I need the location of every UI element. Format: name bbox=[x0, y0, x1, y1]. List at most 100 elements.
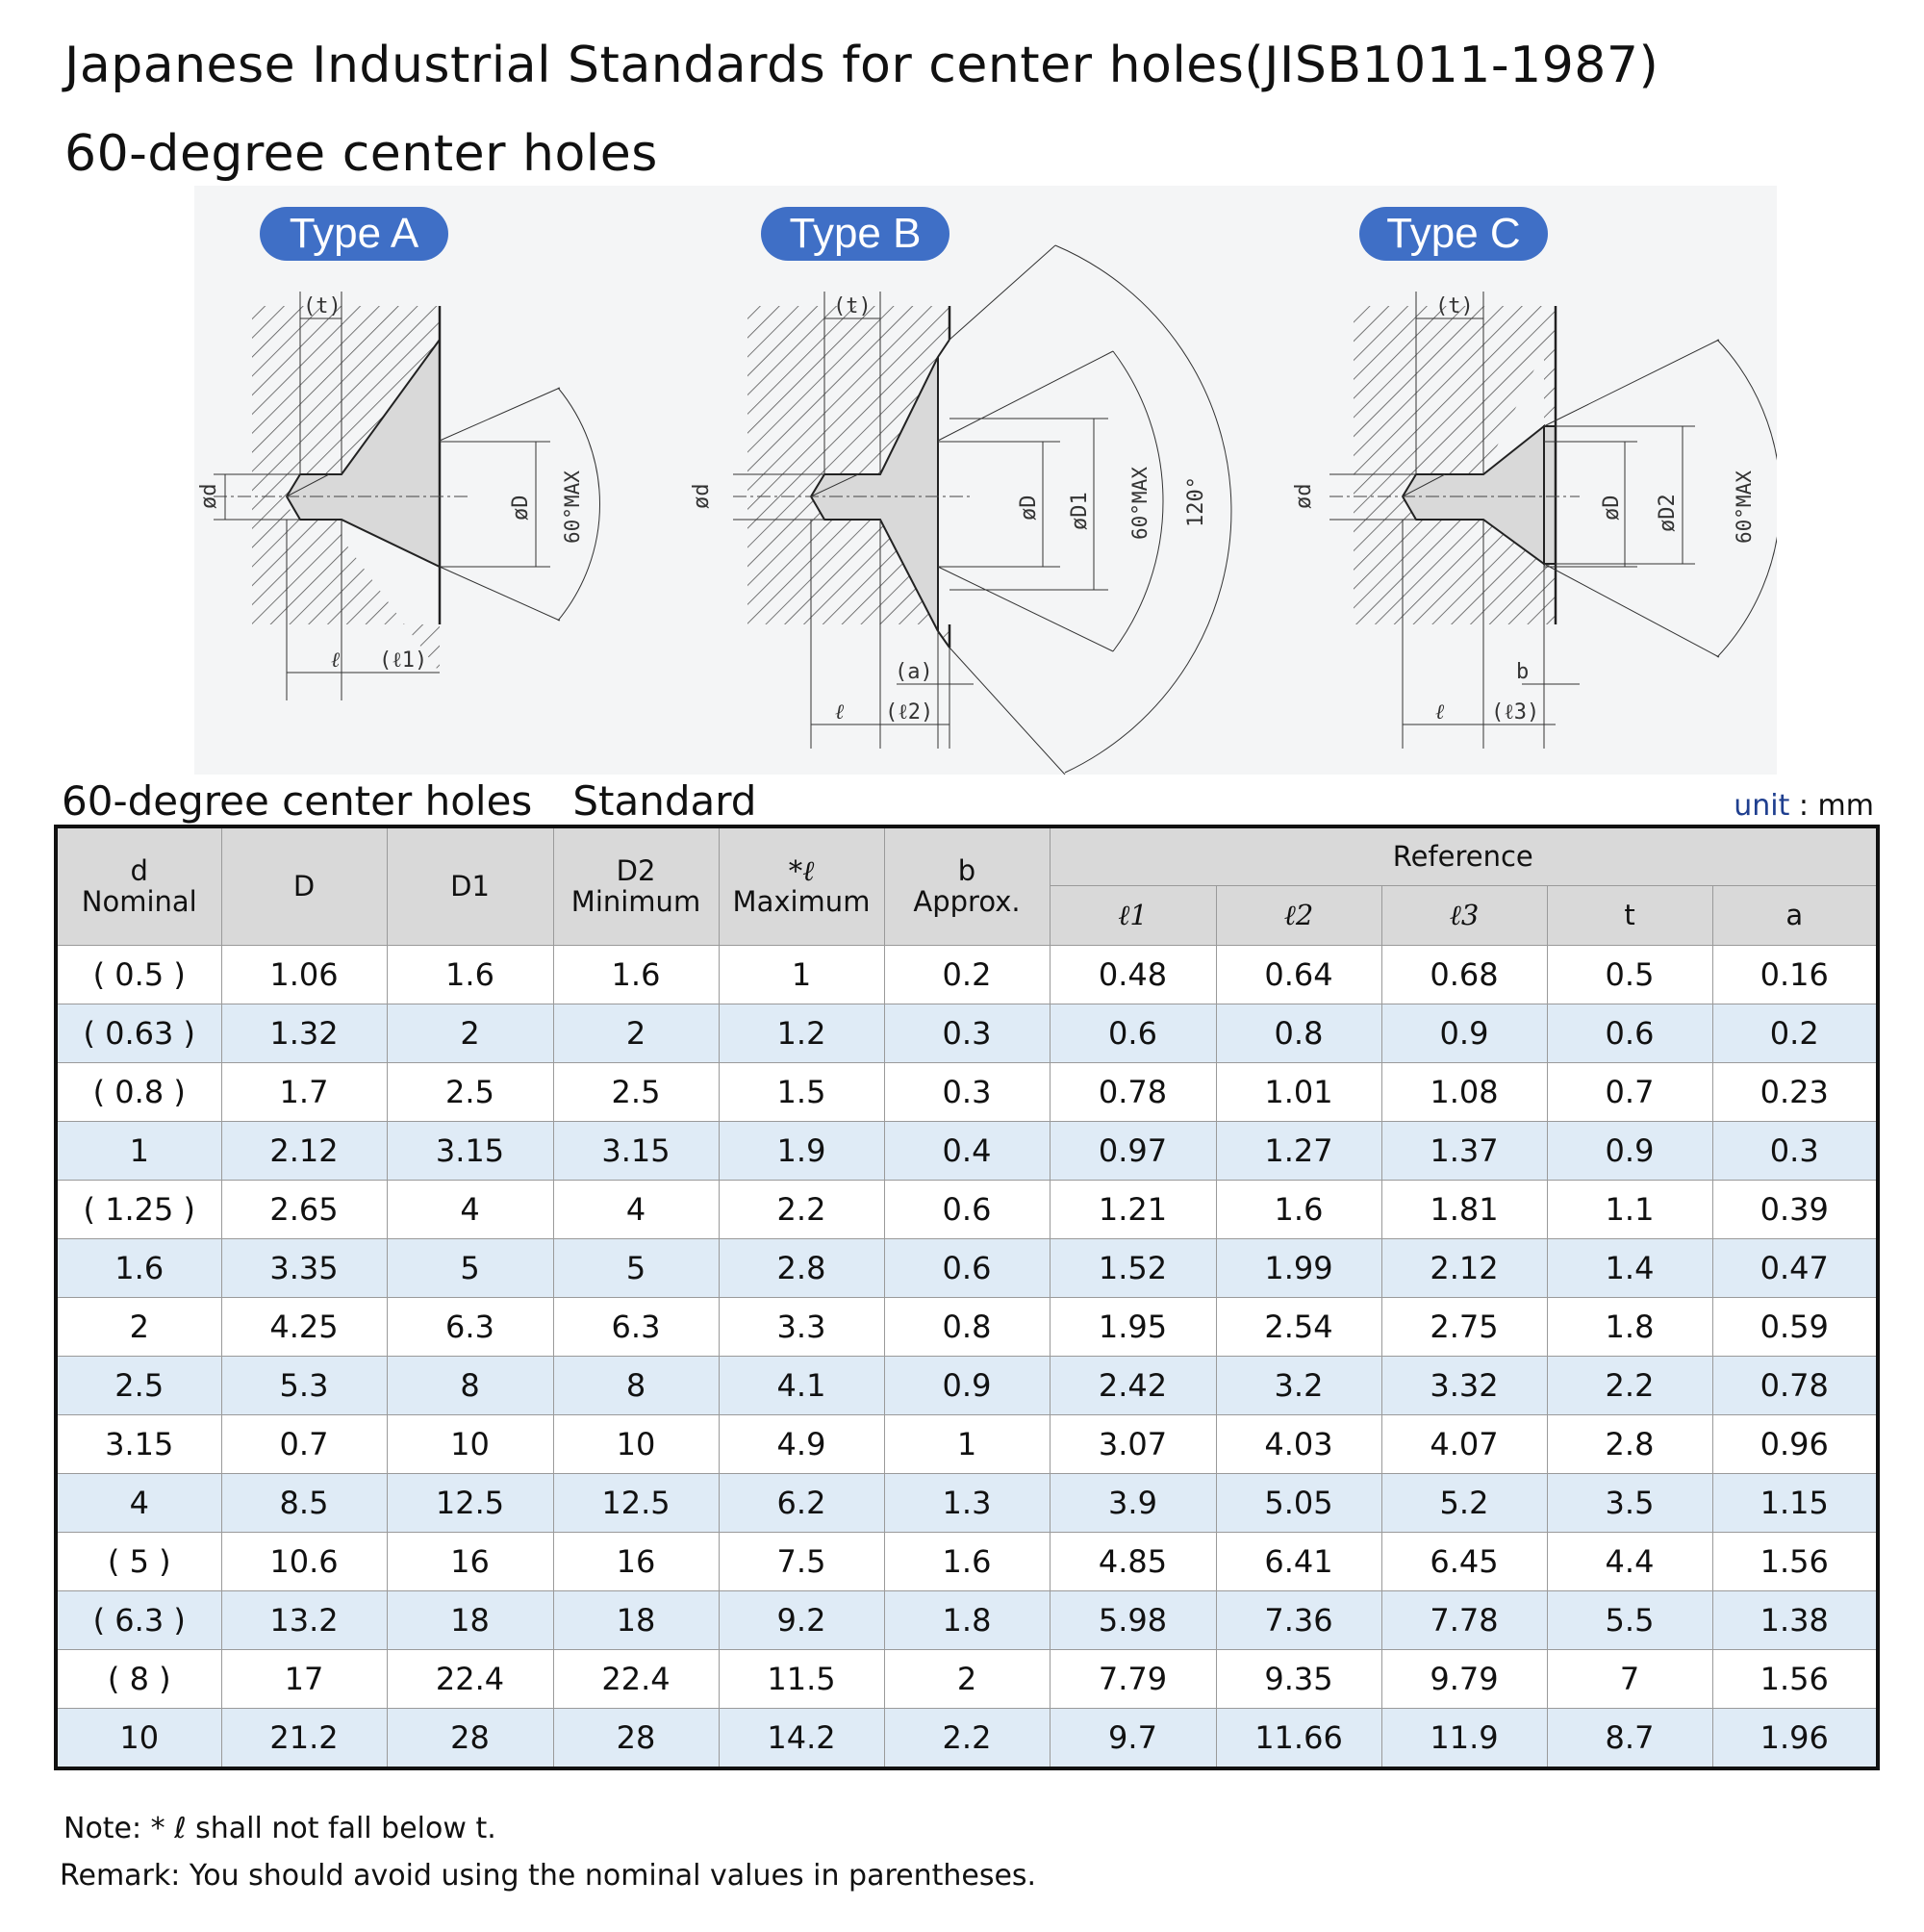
type-a-60deg-label: 60°MAX bbox=[561, 470, 584, 544]
type-a-d-label: ød bbox=[197, 484, 221, 510]
type-b-badge: Type B bbox=[761, 207, 949, 261]
table-title: 60-degree center holes Standard bbox=[62, 777, 797, 825]
table-title-left: 60-degree center holes bbox=[62, 777, 533, 825]
table-row: 1 2.12 3.15 3.15 1.9 0.4 0.97 1.27 1.37 0.9 0.3 bbox=[55, 1120, 1879, 1181]
table-cell: 0.9 bbox=[1546, 1120, 1713, 1181]
table-cell: 3.5 bbox=[1546, 1472, 1713, 1533]
table-cell: 2.2 bbox=[718, 1179, 885, 1239]
table-cell: 0.9 bbox=[1380, 1003, 1548, 1063]
table-cell: 1.01 bbox=[1215, 1061, 1382, 1122]
table-cell: 1.99 bbox=[1215, 1237, 1382, 1298]
header-l2: ℓ2 bbox=[1215, 884, 1382, 946]
table-cell: 0.6 bbox=[883, 1179, 1051, 1239]
table-cell: ( 0.63 ) bbox=[55, 1003, 222, 1063]
table-cell: ( 0.5 ) bbox=[55, 944, 222, 1004]
type-a-diagram: (t) ød øD 60°MAX ℓ (ℓ1) bbox=[197, 292, 600, 700]
table-cell: 0.78 bbox=[1711, 1355, 1879, 1415]
table-cell: ( 5 ) bbox=[55, 1531, 222, 1591]
type-a-t-label: (t) bbox=[303, 294, 342, 318]
table-row: 2 4.25 6.3 6.3 3.3 0.8 1.95 2.54 2.75 1.8 0.59 bbox=[55, 1296, 1879, 1357]
table-cell: 1.32 bbox=[220, 1003, 388, 1063]
type-c-badge: Type C bbox=[1359, 207, 1548, 261]
table-cell: 9.2 bbox=[718, 1589, 885, 1650]
unit-word: unit bbox=[1734, 789, 1790, 823]
table-cell: ( 1.25 ) bbox=[55, 1179, 222, 1239]
table-cell: 2.8 bbox=[718, 1237, 885, 1298]
table-cell: 2.2 bbox=[883, 1707, 1051, 1768]
table-cell: 1 bbox=[718, 944, 885, 1004]
type-c-60deg-label: 60°MAX bbox=[1733, 470, 1756, 544]
table-cell: 21.2 bbox=[220, 1707, 388, 1768]
type-b-t-label: (t) bbox=[833, 294, 872, 318]
table-cell: 16 bbox=[552, 1531, 720, 1591]
table-cell: 6.41 bbox=[1215, 1531, 1382, 1591]
table-cell: 28 bbox=[552, 1707, 720, 1768]
table-cell: 1.08 bbox=[1380, 1061, 1548, 1122]
table-row: 2.5 5.3 8 8 4.1 0.9 2.42 3.2 3.32 2.2 0.78 bbox=[55, 1355, 1879, 1415]
note-text: Note: * ℓ shall not fall below t. bbox=[63, 1812, 496, 1845]
table-cell: 2 bbox=[552, 1003, 720, 1063]
header-D2: D2 Minimum bbox=[552, 826, 720, 946]
table-cell: 0.8 bbox=[883, 1296, 1051, 1357]
table-cell: 10.6 bbox=[220, 1531, 388, 1591]
type-b-60deg-label: 60°MAX bbox=[1128, 467, 1152, 540]
table-cell: 0.6 bbox=[1049, 1003, 1217, 1063]
table-cell: 8.5 bbox=[220, 1472, 388, 1533]
table-cell: 9.35 bbox=[1215, 1648, 1382, 1709]
table-cell: 2.2 bbox=[1546, 1355, 1713, 1415]
table-cell: 17 bbox=[220, 1648, 388, 1709]
type-b-D-label: øD bbox=[1017, 496, 1041, 521]
table-cell: 1.6 bbox=[883, 1531, 1051, 1591]
table-cell: 22.4 bbox=[386, 1648, 554, 1709]
type-c-d-label: ød bbox=[1292, 484, 1316, 510]
table-cell: 6.3 bbox=[552, 1296, 720, 1357]
table-cell: 2.65 bbox=[220, 1179, 388, 1239]
table-cell: 7 bbox=[1546, 1648, 1713, 1709]
table-cell: 14.2 bbox=[718, 1707, 885, 1768]
table-cell: 6.45 bbox=[1380, 1531, 1548, 1591]
table-cell: 22.4 bbox=[552, 1648, 720, 1709]
table-cell: 1.56 bbox=[1711, 1648, 1879, 1709]
table-row: 10 21.2 28 28 14.2 2.2 9.7 11.66 11.9 8.7 1.96 bbox=[55, 1707, 1879, 1768]
table-cell: 1.5 bbox=[718, 1061, 885, 1122]
table-cell: 2 bbox=[386, 1003, 554, 1063]
table-cell: 9.7 bbox=[1049, 1707, 1217, 1768]
header-D: D bbox=[220, 826, 388, 946]
table-cell: 16 bbox=[386, 1531, 554, 1591]
table-cell: 2.8 bbox=[1546, 1413, 1713, 1474]
table-cell: 9.79 bbox=[1380, 1648, 1548, 1709]
type-b-l-label: ℓ bbox=[835, 700, 845, 724]
table-cell: 6.3 bbox=[386, 1296, 554, 1357]
table-cell: 4.9 bbox=[718, 1413, 885, 1474]
table-cell: 4 bbox=[552, 1179, 720, 1239]
header-D1: D1 bbox=[386, 826, 554, 946]
table-cell: 2.5 bbox=[552, 1061, 720, 1122]
diagram-svg: (t) ød øD 60°MAX ℓ (ℓ1) bbox=[197, 244, 1777, 775]
table-cell: 1.6 bbox=[552, 944, 720, 1004]
table-cell: 3.9 bbox=[1049, 1472, 1217, 1533]
table-cell: 0.3 bbox=[883, 1061, 1051, 1122]
header-l3: ℓ3 bbox=[1380, 884, 1548, 946]
table-cell: 0.23 bbox=[1711, 1061, 1879, 1122]
section-subtitle: 60-degree center holes bbox=[64, 125, 658, 183]
header-l-max: *ℓ Maximum bbox=[718, 826, 885, 946]
table-cell: 3.15 bbox=[552, 1120, 720, 1181]
table-cell: 1 bbox=[55, 1120, 222, 1181]
table-cell: 1.2 bbox=[718, 1003, 885, 1063]
table-cell: 3.07 bbox=[1049, 1413, 1217, 1474]
table-body: ( 0.5 ) 1.06 1.6 1.6 1 0.2 0.48 0.64 0.68 0.5 0.16… bbox=[55, 944, 1879, 1768]
table-cell: ( 6.3 ) bbox=[55, 1589, 222, 1650]
table-cell: 1 bbox=[883, 1413, 1051, 1474]
table-cell: 0.64 bbox=[1215, 944, 1382, 1004]
table-cell: 5.3 bbox=[220, 1355, 388, 1415]
table-cell: 11.66 bbox=[1215, 1707, 1382, 1768]
table-cell: 1.8 bbox=[1546, 1296, 1713, 1357]
type-b-diagram: (t) ød øD øD1 60°MAX 120° bbox=[690, 244, 1232, 775]
table-cell: 1.37 bbox=[1380, 1120, 1548, 1181]
table-cell: 5 bbox=[552, 1237, 720, 1298]
table-cell: 11.5 bbox=[718, 1648, 885, 1709]
type-b-a-label: (a) bbox=[895, 660, 933, 684]
unit-label: unit : mm bbox=[1734, 789, 1874, 823]
table-cell: 18 bbox=[552, 1589, 720, 1650]
table-cell: 0.59 bbox=[1711, 1296, 1879, 1357]
